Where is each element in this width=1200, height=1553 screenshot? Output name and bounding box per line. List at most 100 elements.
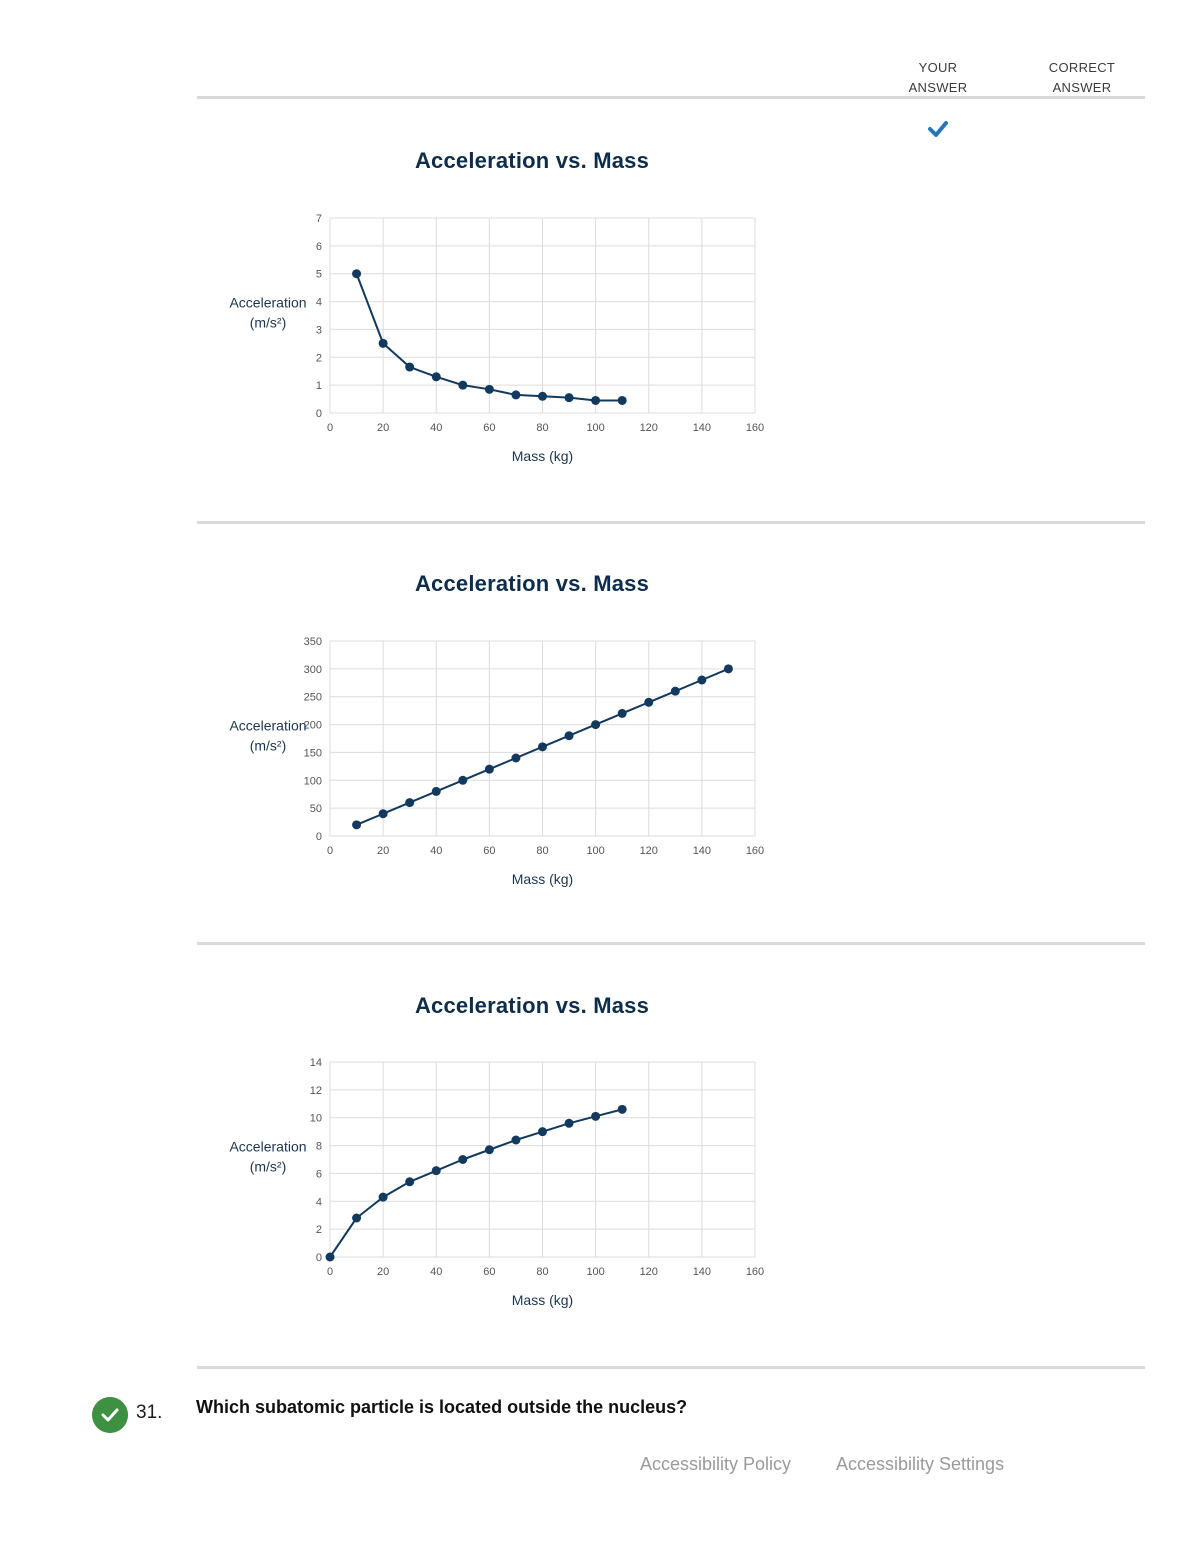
y-axis-label: Acceleration xyxy=(229,718,306,734)
x-tick-label: 20 xyxy=(377,422,389,434)
x-tick-label: 40 xyxy=(430,1266,442,1278)
divider xyxy=(197,942,1145,945)
x-tick-label: 140 xyxy=(693,1266,711,1278)
question-text: Which subatomic particle is located outs… xyxy=(196,1397,688,1417)
series-line xyxy=(329,1108,623,1258)
data-point xyxy=(378,1192,388,1202)
y-tick-label: 200 xyxy=(304,720,322,732)
x-tick-label: 60 xyxy=(483,845,495,857)
data-point xyxy=(325,1252,335,1262)
your-answer-header: YOUR ANSWER xyxy=(908,60,968,95)
x-tick-label: 0 xyxy=(327,1266,333,1278)
data-point xyxy=(511,1135,521,1145)
data-point xyxy=(617,1104,627,1114)
data-point xyxy=(591,720,601,730)
data-point xyxy=(484,764,494,774)
data-point xyxy=(431,372,441,382)
data-point xyxy=(405,1177,415,1187)
data-point xyxy=(617,395,627,405)
y-tick-label: 6 xyxy=(316,1168,322,1180)
x-axis-label: Mass (kg) xyxy=(512,1292,573,1308)
y-axis-label-unit: (m/s²) xyxy=(250,1159,287,1175)
data-point xyxy=(670,686,680,696)
divider xyxy=(197,521,1145,524)
y-tick-label: 4 xyxy=(316,1196,322,1208)
check-icon xyxy=(928,121,948,137)
y-tick-label: 1 xyxy=(316,380,322,392)
y-axis-label-unit: (m/s²) xyxy=(250,738,287,754)
chart-2[interactable]: 0 50 100 150 200 250 300 350 0 20 40 60 80 100 120 140 1… xyxy=(220,623,790,923)
data-point xyxy=(511,390,521,400)
y-tick-label: 4 xyxy=(316,297,322,309)
y-tick-label: 5 xyxy=(316,269,322,281)
chart-1[interactable]: 0 1 2 3 4 5 6 7 0 20 40 60 80 100 120 140 160 Mass (kg) Ac… xyxy=(220,200,790,500)
x-tick-label: 20 xyxy=(377,845,389,857)
x-axis-label: Mass (kg) xyxy=(512,448,573,464)
y-axis-label-unit: (m/s²) xyxy=(250,315,287,331)
x-tick-label: 20 xyxy=(377,1266,389,1278)
x-tick-label: 60 xyxy=(483,1266,495,1278)
data-point xyxy=(564,731,574,741)
y-tick-label: 7 xyxy=(316,213,322,225)
data-point xyxy=(591,395,601,405)
data-point xyxy=(378,338,388,348)
data-point xyxy=(458,775,468,785)
data-point xyxy=(458,1155,468,1164)
chart-2-title: Acceleration vs. Mass xyxy=(414,571,650,596)
y-tick-label: 150 xyxy=(304,747,322,759)
chart-1-title: Acceleration vs. Mass xyxy=(414,148,650,173)
check-circle-icon xyxy=(92,1397,128,1433)
data-point xyxy=(352,1213,362,1223)
x-tick-label: 160 xyxy=(746,1266,764,1278)
y-tick-label: 3 xyxy=(316,324,322,336)
y-tick-label: 2 xyxy=(316,1224,322,1236)
accessibility-settings-link[interactable]: Accessibility Settings xyxy=(836,1454,1005,1474)
x-tick-label: 140 xyxy=(693,422,711,434)
x-tick-label: 160 xyxy=(746,845,764,857)
data-point xyxy=(352,269,362,279)
y-tick-label: 10 xyxy=(310,1113,322,1125)
x-tick-label: 80 xyxy=(536,422,548,434)
x-tick-label: 100 xyxy=(586,1266,604,1278)
x-tick-label: 40 xyxy=(430,422,442,434)
data-point xyxy=(431,786,441,796)
y-tick-label: 0 xyxy=(316,408,322,420)
x-tick-label: 80 xyxy=(536,845,548,857)
x-tick-label: 120 xyxy=(640,1266,658,1278)
y-tick-label: 250 xyxy=(304,692,322,704)
data-point xyxy=(538,391,547,401)
y-axis-label: Acceleration xyxy=(229,295,306,311)
divider xyxy=(197,96,1145,99)
data-point xyxy=(431,1166,441,1176)
correct-answer-header: CORRECT ANSWER xyxy=(1048,60,1116,95)
x-tick-label: 80 xyxy=(536,1266,548,1278)
x-tick-label: 40 xyxy=(430,845,442,857)
y-tick-label: 12 xyxy=(310,1085,322,1097)
y-tick-label: 100 xyxy=(304,775,322,787)
data-point xyxy=(697,675,707,685)
data-point xyxy=(511,753,521,763)
data-point xyxy=(352,820,362,830)
x-tick-label: 100 xyxy=(586,845,604,857)
data-point xyxy=(723,664,733,674)
y-tick-label: 2 xyxy=(316,352,322,364)
y-tick-label: 14 xyxy=(310,1057,322,1069)
data-point xyxy=(484,384,494,394)
chart-3-title: Acceleration vs. Mass xyxy=(414,993,650,1018)
divider xyxy=(197,1366,1145,1369)
data-point xyxy=(378,809,388,819)
data-point xyxy=(538,1127,547,1137)
x-axis-label: Mass (kg) xyxy=(512,871,573,887)
y-axis-label: Acceleration xyxy=(229,1139,306,1155)
y-tick-label: 350 xyxy=(304,636,322,648)
y-tick-label: 0 xyxy=(316,1252,322,1264)
x-tick-label: 120 xyxy=(640,845,658,857)
data-point xyxy=(644,697,654,707)
x-tick-label: 60 xyxy=(483,422,495,434)
data-point xyxy=(458,380,468,390)
y-tick-label: 50 xyxy=(310,803,322,815)
x-tick-label: 0 xyxy=(327,845,333,857)
data-point xyxy=(591,1111,601,1121)
accessibility-policy-link[interactable]: Accessibility Policy xyxy=(640,1454,792,1474)
